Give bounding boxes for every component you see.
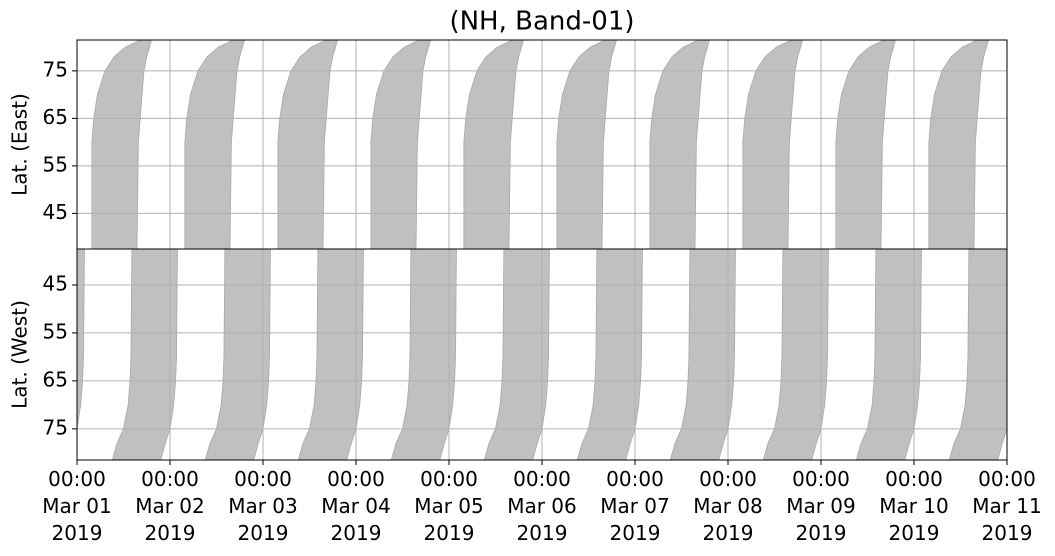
coverage-band: [184, 40, 245, 249]
x-tick-label: 00:00 Mar 08 2019: [693, 467, 763, 545]
x-tick-label: 00:00 Mar 06 2019: [507, 467, 577, 545]
coverage-band: [742, 40, 803, 249]
coverage-band: [948, 249, 1007, 460]
y-tick-label: 75: [43, 415, 68, 439]
x-tick-label: 00:00 Mar 05 2019: [414, 467, 484, 545]
coverage-band: [669, 249, 736, 460]
coverage-band: [370, 40, 431, 249]
coverage-band: [762, 249, 829, 460]
coverage-band: [297, 249, 364, 460]
x-tick-label: 00:00 Mar 03 2019: [228, 467, 298, 545]
panel: [91, 40, 989, 249]
y-tick-label: 45: [43, 271, 68, 295]
x-tick-label: 00:00 Mar 11 2019: [972, 467, 1042, 545]
x-tick-label: 00:00 Mar 07 2019: [600, 467, 670, 545]
y-tick-label: 55: [43, 152, 68, 176]
x-tick-label: 00:00 Mar 04 2019: [321, 467, 391, 545]
y-tick-label: 65: [43, 105, 68, 129]
y-axis-label: Lat. (West): [8, 300, 32, 409]
coverage-band: [463, 40, 524, 249]
y-tick-label: 75: [43, 57, 68, 81]
coverage-band: [835, 40, 896, 249]
x-tick-label: 00:00 Mar 10 2019: [879, 467, 949, 545]
coverage-band: [277, 40, 338, 249]
coverage-band: [390, 249, 457, 460]
x-tick-label: 00:00 Mar 01 2019: [42, 467, 112, 545]
x-tick-label: 00:00 Mar 02 2019: [135, 467, 205, 545]
coverage-band: [91, 40, 152, 249]
coverage-band: [649, 40, 710, 249]
coverage-band: [928, 40, 989, 249]
y-tick-label: 55: [43, 319, 68, 343]
coverage-band: [77, 249, 85, 431]
coverage-band: [204, 249, 271, 460]
coverage-band: [111, 249, 178, 460]
y-tick-label: 45: [43, 200, 68, 224]
chart-title: (NH, Band-01): [449, 7, 634, 37]
coverage-band: [576, 249, 643, 460]
coverage-band: [556, 40, 617, 249]
y-tick-label: 65: [43, 367, 68, 391]
x-tick-label: 00:00 Mar 09 2019: [786, 467, 856, 545]
coverage-band: [855, 249, 922, 460]
panel: [77, 249, 1007, 460]
y-axis-label: Lat. (East): [8, 93, 32, 196]
coverage-band: [483, 249, 550, 460]
